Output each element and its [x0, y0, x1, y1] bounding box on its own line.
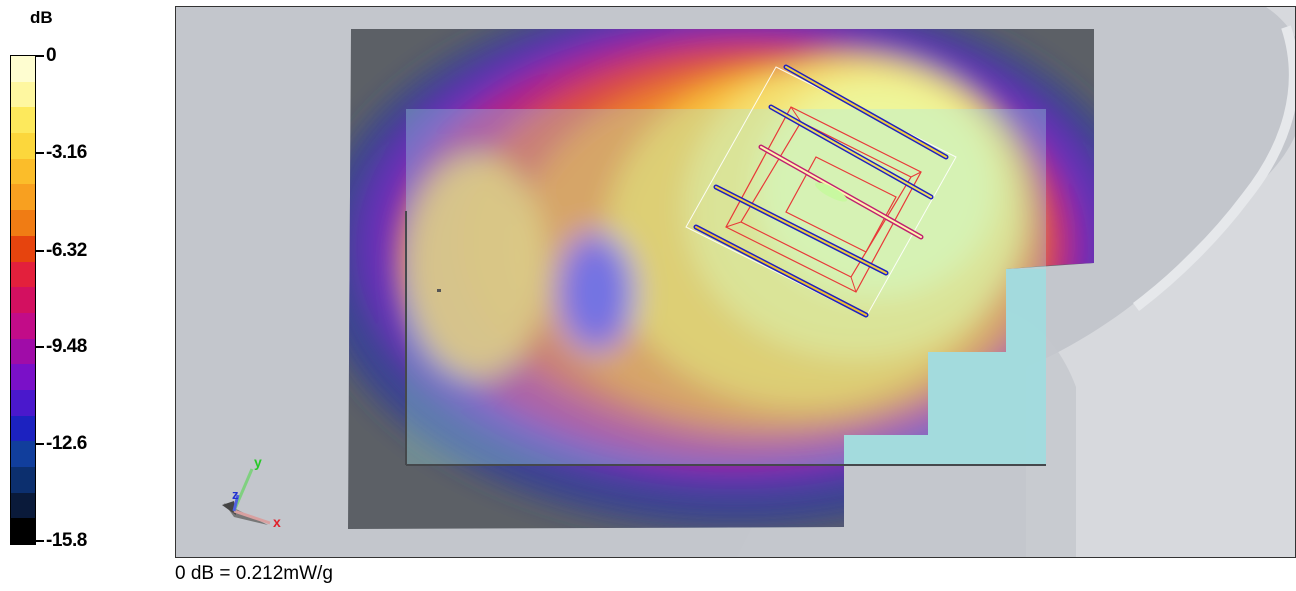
- legend-color-segment: [11, 81, 35, 108]
- color-scale-legend: dB 0 -3.16 -6.32 -9.48 -12.6 -15.8: [0, 0, 170, 560]
- axis-z-label: z: [232, 487, 239, 502]
- viewport-scene: x y z: [176, 7, 1295, 557]
- legend-color-bar: [10, 55, 36, 545]
- legend-color-segment: [11, 441, 35, 467]
- legend-tick-label: -12.6: [46, 433, 87, 454]
- axis-y-label: y: [254, 454, 262, 470]
- reference-level-note: 0 dB = 0.212mW/g: [175, 563, 333, 584]
- legend-color-segment: [11, 518, 35, 545]
- legend-color-segment: [11, 415, 35, 442]
- legend-color-segment: [11, 235, 35, 262]
- device-wireframe: [685, 64, 957, 318]
- legend-tick-label: 0: [46, 45, 57, 66]
- legend-color-segment: [11, 338, 35, 365]
- axis-triad: x y z: [222, 454, 281, 530]
- legend-color-segment: [11, 210, 35, 236]
- legend-color-segment: [11, 467, 35, 493]
- legend-color-segment: [11, 287, 35, 313]
- legend-color-segment: [11, 184, 35, 211]
- legend-tick-label: -9.48: [46, 336, 87, 357]
- legend-color-segment: [11, 492, 35, 519]
- legend-color-segment: [11, 158, 35, 185]
- legend-color-segment: [11, 364, 35, 390]
- legend-color-segment: [11, 261, 35, 288]
- legend-color-segment: [11, 312, 35, 339]
- legend-color-segment: [11, 56, 35, 82]
- phantom-surface: [406, 109, 1046, 465]
- legend-color-segment: [11, 133, 35, 159]
- legend-tick-label: -6.32: [46, 240, 87, 261]
- legend-unit: dB: [30, 8, 53, 27]
- legend-tick-label: -15.8: [46, 530, 87, 551]
- axis-x-label: x: [273, 514, 281, 530]
- legend-tick-label: -3.16: [46, 142, 87, 163]
- 3d-viewport[interactable]: x y z: [175, 6, 1296, 558]
- legend-color-segment: [11, 389, 35, 416]
- legend-color-segment: [11, 107, 35, 134]
